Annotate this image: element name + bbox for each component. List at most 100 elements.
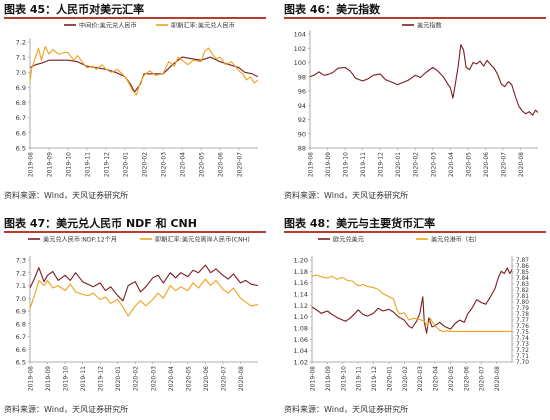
x-tick-label: 2020-08 [518,152,525,177]
x-tick-label: 2019-09 [325,152,332,177]
y-tick-label: 7.1 [16,282,26,290]
x-tick-label: 2020-06 [203,366,210,391]
x-tick-label: 2019-12 [371,366,378,391]
series-line [309,44,539,116]
y-tick-label: 92 [298,116,306,124]
y-tick-label: 1.18 [294,268,308,276]
y2-tick-label: 7.78 [516,312,529,318]
series-line [29,45,259,96]
x-tick-label: 2020-05 [199,152,206,177]
chart-dollar-index: 88 90 92 94 96 98 100 102 104 2019-08 2019-09 2019-… [294,22,539,177]
y2-tick-label: 7.83 [516,282,529,288]
chart-ndf-cnh: 6.5 6.6 6.7 6.8 6.9 7.0 7.1 7.2 7.3 2019-08 2019-0… [16,236,259,391]
y2-tick-label: 7.75 [516,330,529,336]
panel-title: 图表 46：美元指数 [284,3,381,16]
y2-tick-label: 7.86 [516,264,529,270]
x-tick-label: 2020-05 [465,152,472,177]
y-tick-label: 6.9 [16,308,26,316]
x-tick-label: 2019-12 [98,366,105,391]
panel-title: 图表 47：美元兑人民币 NDF 和 CNH [4,217,197,230]
x-tick-label: 2019-08 [308,152,315,177]
x-tick-label: 2019-09 [45,366,52,391]
x-tick-label: 2019-10 [66,152,73,177]
x-tick-label: 2020-05 [185,366,192,391]
panel-title: 图表 48：美元与主要货币汇率 [284,217,436,230]
title-divider [284,231,546,233]
y-tick-label: 1.20 [294,257,308,265]
y2-tick-label: 7.79 [516,306,529,312]
y-tick-label: 7.0 [16,69,26,77]
panel-title: 图表 45：人民币对美元汇率 [4,3,145,16]
x-tick-label: 2020-01 [395,152,402,177]
y-tick-label: 1.02 [294,359,308,367]
y-tick-label: 6.6 [16,129,26,137]
title-divider [284,17,546,19]
x-tick-label: 2020-03 [161,152,168,177]
x-tick-label: 2019-08 [28,366,35,391]
x-tick-label: 2019-11 [80,366,87,391]
x-tick-label: 2020-08 [494,366,501,391]
x-tick-label: 2020-06 [483,152,490,177]
y2-tick-label: 7.81 [516,294,529,300]
source-note: 资料来源：Wind，天风证券研究所 [4,191,129,200]
x-tick-label: 2020-07 [237,152,244,177]
chart-cny-usd: 6.5 6.6 6.7 6.8 6.9 7.0 7.1 7.2 2019-08 2019-09 20… [16,22,259,177]
y-tick-label: 6.7 [16,333,26,341]
title-divider [4,231,266,233]
x-tick-label: 2020-01 [115,366,122,391]
y-tick-label: 1.12 [294,302,308,310]
y2-tick-label: 7.80 [516,300,529,306]
x-tick-label: 2020-07 [500,152,507,177]
x-tick-label: 2020-03 [150,366,157,391]
x-tick-label: 2020-07 [479,366,486,391]
legend-label: 美元兑港币（右） [431,236,481,244]
source-note: 资料来源：Wind，天风证券研究所 [284,191,409,200]
series-line [29,264,259,302]
y-tick-label: 1.04 [294,347,308,355]
x-tick-label: 2020-06 [218,152,225,177]
panel-ndf-cnh: 图表 47：美元兑人民币 NDF 和 CNH 6.5 6.6 6.7 6.8 6.9 7.… [4,214,266,419]
source-note: 资料来源：Wind，天风证券研究所 [284,405,409,414]
x-tick-label: 2019-10 [343,152,350,177]
y-tick-label: 7.1 [16,54,26,62]
y2-tick-label: 7.73 [516,342,529,348]
x-tick-label: 2019-11 [85,152,92,177]
y-tick-label: 7.2 [16,269,26,277]
y2-tick-label: 7.87 [516,258,529,264]
x-tick-label: 2019-08 [28,152,35,177]
legend-label: 中间价:美元兑人民币 [79,22,137,30]
x-tick-label: 2019-12 [104,152,111,177]
y-tick-label: 104 [294,31,306,39]
x-tick-label: 2019-11 [356,366,363,391]
x-tick-label: 2019-10 [63,366,70,391]
y2-tick-label: 7.82 [516,288,529,294]
x-tick-label: 2020-04 [180,152,187,177]
y2-tick-label: 7.85 [516,270,529,276]
y-tick-label: 94 [298,102,306,110]
title-divider [4,17,266,19]
series-line [29,278,259,317]
y-tick-label: 88 [298,145,306,153]
panel-cny-usd: 图表 45：人民币对美元汇率 6.5 6.6 6.7 6.8 6.9 7.0 7.1 7.2 2… [4,0,266,205]
y-tick-label: 1.16 [294,279,308,287]
x-tick-label: 2020-03 [430,152,437,177]
y-tick-label: 6.6 [16,346,26,354]
y2-tick-label: 7.77 [516,318,529,324]
x-tick-label: 2020-04 [168,366,175,391]
y2-tick-label: 7.84 [516,276,529,282]
y-tick-label: 6.8 [16,99,26,107]
x-tick-label: 2019-10 [340,366,347,391]
y-tick-label: 6.9 [16,84,26,92]
x-tick-label: 2019-09 [47,152,54,177]
x-tick-label: 2020-02 [133,366,140,391]
x-tick-label: 2020-02 [402,366,409,391]
x-tick-label: 2019-09 [325,366,332,391]
y-tick-label: 7.2 [16,39,26,47]
x-tick-label: 2020-01 [386,366,393,391]
x-tick-label: 2020-03 [417,366,424,391]
series-line [311,274,512,332]
y-tick-label: 1.06 [294,336,308,344]
y2-tick-label: 7.76 [516,324,529,330]
legend-label: 即期汇率:美元兑人民币 [171,22,235,30]
x-tick-label: 2020-06 [463,366,470,391]
